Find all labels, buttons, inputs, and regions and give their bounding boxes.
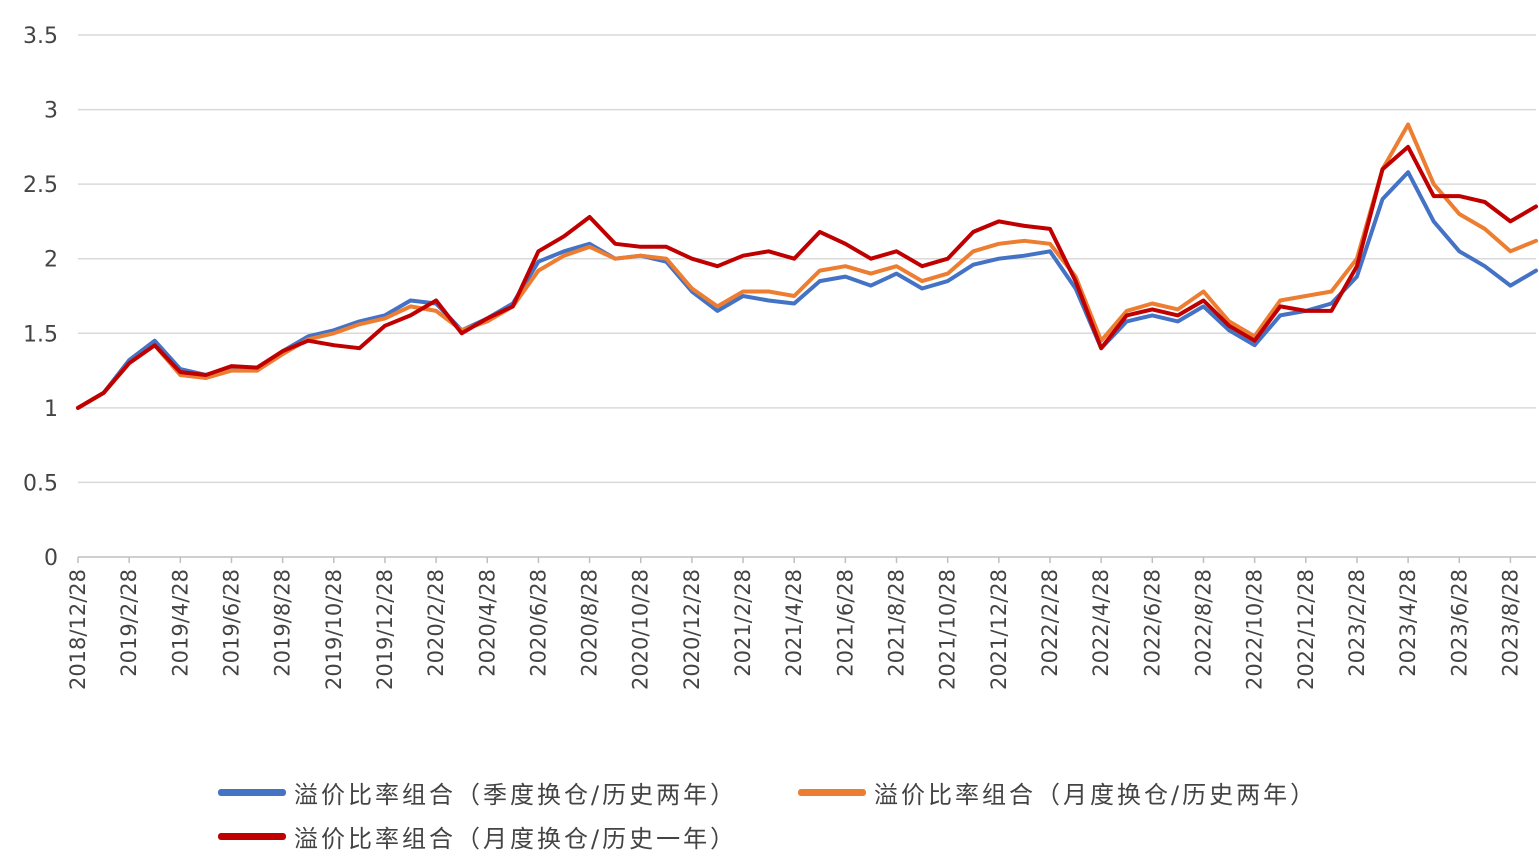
legend-swatch-orange	[798, 788, 866, 796]
y-tick-label: 1	[44, 397, 58, 422]
y-tick-label: 2	[44, 248, 58, 273]
x-tick-label: 2021/4/28	[782, 569, 806, 677]
legend-label: 溢价比率组合（月度换仓/历史一年）	[294, 824, 738, 853]
x-tick-label: 2022/6/28	[1140, 569, 1164, 677]
gridlines	[78, 34, 1536, 484]
x-tick-label: 2021/8/28	[885, 569, 909, 677]
x-tick-label: 2019/12/28	[373, 569, 397, 690]
y-tick-label: 0	[44, 546, 58, 571]
legend-swatch-red	[218, 832, 286, 840]
x-tick-label: 2022/8/28	[1191, 569, 1215, 677]
x-tick-label: 2019/8/28	[271, 569, 295, 677]
legend-label: 溢价比率组合（月度换仓/历史两年）	[874, 780, 1318, 809]
x-tick-label: 2023/4/28	[1396, 569, 1420, 677]
y-tick-label: 3.5	[23, 24, 58, 49]
series-line-2	[76, 144, 1538, 410]
x-tick-label: 2021/12/28	[987, 569, 1011, 690]
x-tick-label: 2023/6/28	[1447, 569, 1471, 677]
x-axis-ticks: 2018/12/28 2019/2/28 2019/4/28 2019/6/28 201…	[66, 557, 1522, 690]
x-tick-label: 2021/6/28	[833, 569, 857, 677]
series-line-0	[76, 170, 1538, 410]
x-tick-label: 2023/8/28	[1498, 569, 1522, 677]
legend-swatch-blue	[218, 788, 286, 796]
x-tick-label: 2020/2/28	[424, 569, 448, 677]
legend-label: 溢价比率组合（季度换仓/历史两年）	[294, 780, 738, 809]
series-line-1	[76, 122, 1538, 410]
x-tick-label: 2020/6/28	[526, 569, 550, 677]
line-chart: 0 0.5 1 1.5 2 2.5 3 3.5 2018/12/28 2019/2/28 2019…	[23, 24, 1538, 690]
x-tick-label: 2022/2/28	[1038, 569, 1062, 677]
x-tick-label: 2021/10/28	[936, 569, 960, 690]
y-axis-ticks: 0 0.5 1 1.5 2 2.5 3 3.5	[23, 24, 58, 571]
x-tick-label: 2020/12/28	[680, 569, 704, 690]
x-tick-label: 2021/2/28	[731, 569, 755, 677]
x-tick-label: 2022/10/28	[1243, 569, 1267, 690]
x-tick-label: 2023/2/28	[1345, 569, 1369, 677]
y-tick-label: 1.5	[23, 322, 58, 347]
x-tick-label: 2019/6/28	[219, 569, 243, 677]
x-tick-label: 2019/4/28	[168, 569, 192, 677]
legend-item-monthly-two-year: 溢价比率组合（月度换仓/历史两年）	[798, 772, 1317, 812]
x-tick-label: 2020/4/28	[475, 569, 499, 677]
x-tick-label: 2019/10/28	[322, 569, 346, 690]
y-tick-label: 3	[44, 99, 58, 124]
x-tick-label: 2020/10/28	[629, 569, 653, 690]
x-tick-label: 2019/2/28	[117, 569, 141, 677]
legend-item-monthly-one-year: 溢价比率组合（月度换仓/历史一年）	[218, 816, 737, 856]
x-tick-label: 2020/8/28	[578, 569, 602, 677]
y-tick-label: 0.5	[23, 471, 58, 496]
y-tick-label: 2.5	[23, 173, 58, 198]
x-tick-label: 2022/4/28	[1089, 569, 1113, 677]
x-tick-label: 2022/12/28	[1294, 569, 1318, 690]
legend-item-quarterly-two-year: 溢价比率组合（季度换仓/历史两年）	[218, 772, 737, 812]
x-tick-label: 2018/12/28	[66, 569, 90, 690]
series-lines	[76, 122, 1538, 410]
legend: 溢价比率组合（季度换仓/历史两年） 溢价比率组合（月度换仓/历史两年） 溢价比率…	[0, 760, 1539, 867]
